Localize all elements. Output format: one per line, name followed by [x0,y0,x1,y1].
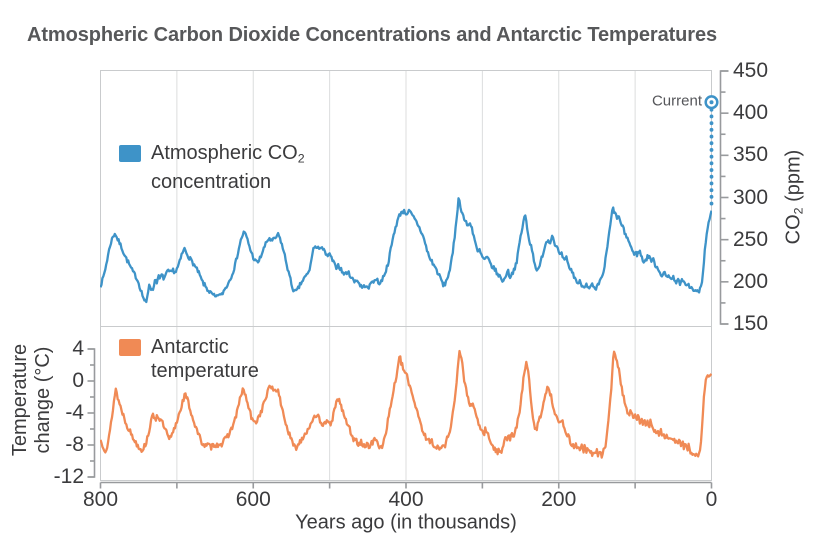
co2-axis-title: CO2 (ppm) [782,149,806,245]
current-annotation-label: Current [651,92,702,110]
legend-co2: Atmospheric CO2 concentration [119,141,305,194]
legend-temperature-swatch [119,339,141,356]
legend-co2-label: Atmospheric CO2 concentration [151,142,305,194]
temperature-axis-title: Temperature change (°C) [9,343,54,457]
current-marker-dot [709,100,714,105]
legend-co2-swatch [119,145,141,162]
figure-title: Atmospheric Carbon Dioxide Concentration… [27,24,717,46]
gridlines [176,70,636,481]
co2-line [100,197,712,304]
legend-temperature: Antarctic temperature [119,335,259,383]
temperature-line [100,349,712,459]
x-axis-title: Years ago (in thousands) [295,511,517,534]
axes [87,70,729,489]
legend-temperature-label: Antarctic temperature [151,336,259,382]
